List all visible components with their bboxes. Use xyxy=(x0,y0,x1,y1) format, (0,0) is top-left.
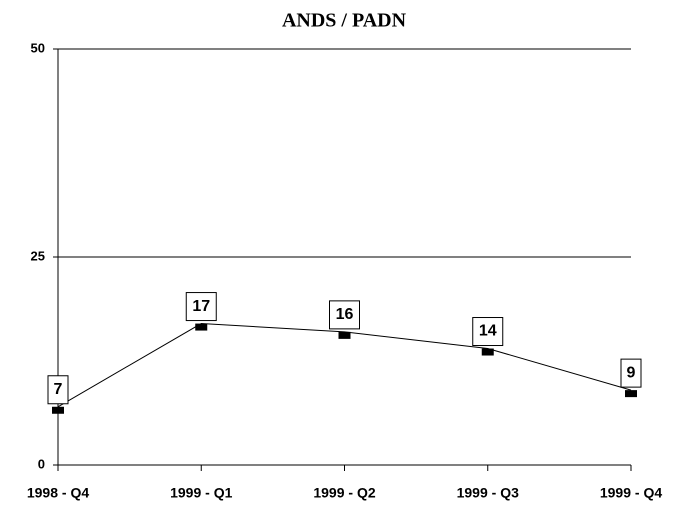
y-tick-label: 25 xyxy=(31,248,45,263)
data-label-box xyxy=(47,375,69,405)
marker xyxy=(195,323,208,331)
y-tick-label: 0 xyxy=(38,456,45,471)
data-label: 16 xyxy=(336,306,354,323)
data-label-box xyxy=(329,300,360,330)
data-label: 14 xyxy=(479,323,497,340)
data-label-box xyxy=(472,317,504,347)
data-label: 7 xyxy=(54,381,63,398)
chart-title: ANDS / PADN xyxy=(282,10,407,32)
marker xyxy=(52,406,64,414)
marker xyxy=(338,331,351,339)
y-tick-label: 50 xyxy=(31,40,45,55)
x-tick-label: 1999 - Q3 xyxy=(457,485,519,501)
data-label: 17 xyxy=(192,298,210,315)
data-label-box xyxy=(620,358,642,388)
marker xyxy=(625,390,637,398)
data-label: 9 xyxy=(627,364,636,381)
x-tick-label: 1998 - Q4 xyxy=(27,485,89,501)
x-tick-label: 1999 - Q4 xyxy=(600,485,662,501)
marker xyxy=(481,348,494,356)
data-label-box xyxy=(185,292,217,322)
x-tick-label: 1999 - Q1 xyxy=(170,485,232,501)
x-tick-label: 1999 - Q2 xyxy=(313,485,375,501)
